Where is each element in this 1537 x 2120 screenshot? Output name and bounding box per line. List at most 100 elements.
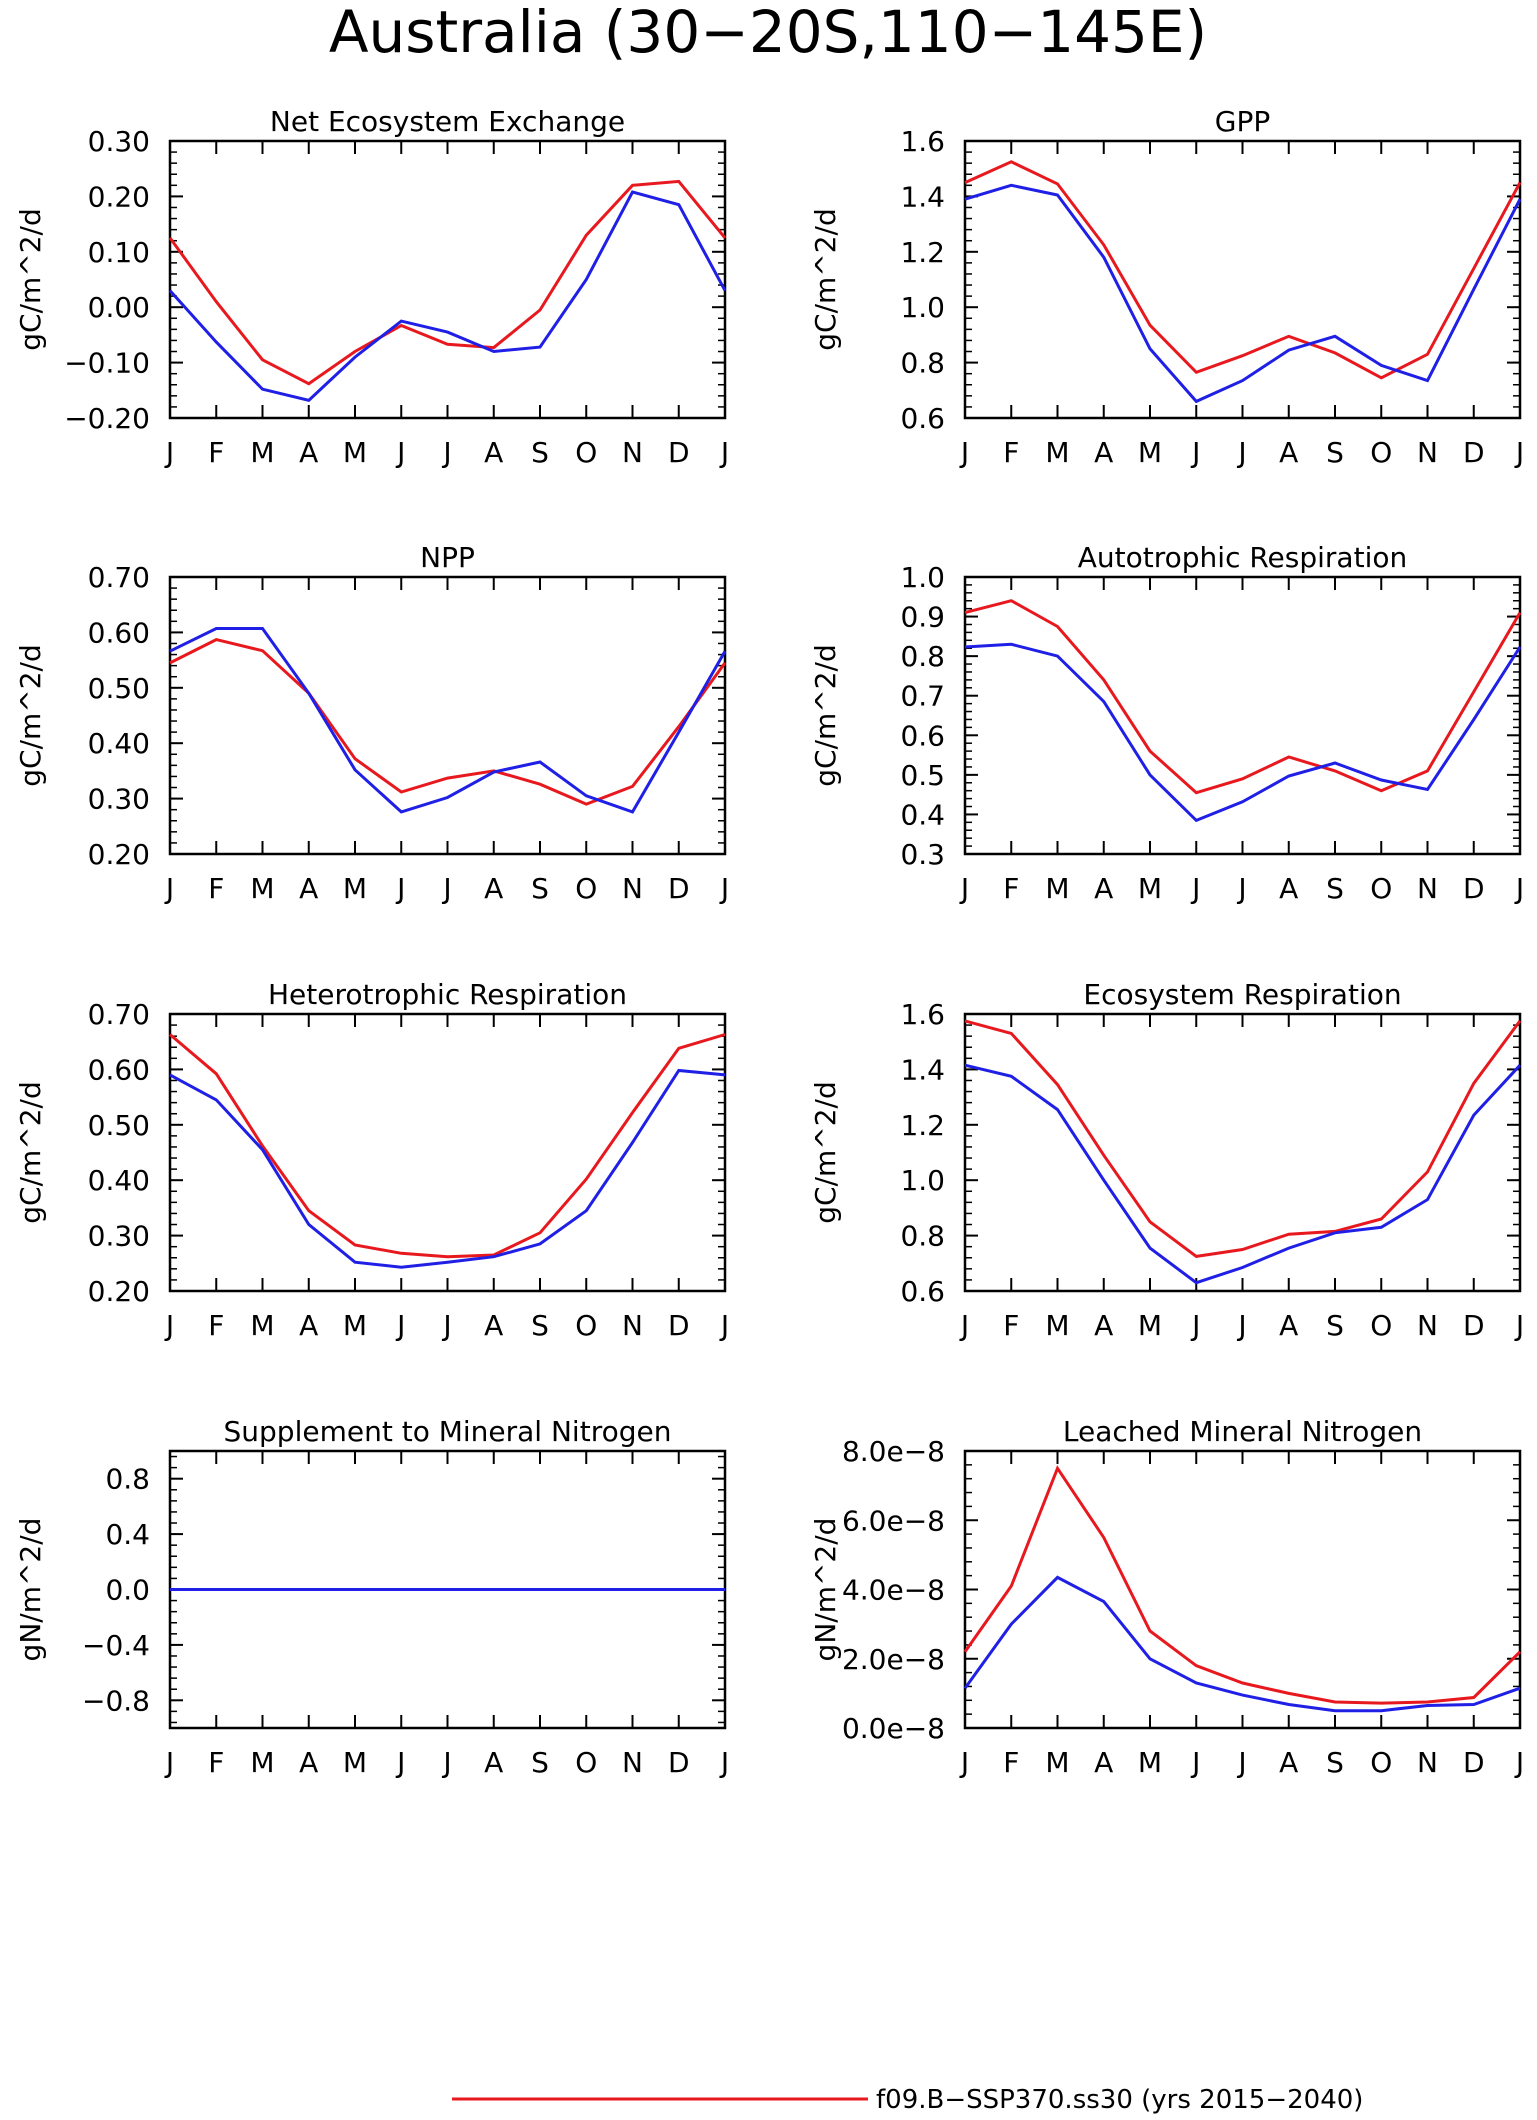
autotrophic-respiration-ylabel: gC/m^2/d: [809, 644, 842, 787]
autotrophic-respiration-xtick-label: D: [1463, 872, 1485, 905]
heterotrophic-respiration-ytick-label: 0.20: [88, 1275, 150, 1308]
heterotrophic-respiration-xtick-label: M: [250, 1309, 274, 1342]
heterotrophic-respiration-xtick-label: D: [668, 1309, 690, 1342]
ecosystem-respiration-ytick-label: 0.8: [900, 1220, 945, 1253]
autotrophic-respiration-xtick-label: S: [1326, 872, 1344, 905]
ecosystem-respiration-series-red: [964, 1019, 1522, 1258]
autotrophic-respiration-series-blue: [964, 642, 1522, 823]
heterotrophic-respiration-xtick-label: J: [395, 1309, 405, 1342]
autotrophic-respiration-ytick-label: 0.7: [900, 680, 945, 713]
gpp-series-red: [964, 160, 1522, 380]
gpp-ylabel: gC/m^2/d: [809, 208, 842, 351]
heterotrophic-respiration-ytick-label: 0.50: [88, 1109, 150, 1142]
leached-mineral-nitrogen-xtick-label: M: [1138, 1746, 1162, 1779]
autotrophic-respiration-title: Autotrophic Respiration: [1078, 541, 1407, 574]
heterotrophic-respiration-xtick-label: F: [208, 1309, 224, 1342]
supplement-to-mineral-nitrogen-xtick-label: J: [395, 1746, 405, 1779]
ecosystem-respiration-xtick-label: M: [1045, 1309, 1069, 1342]
net-ecosystem-exchange-xtick-label: M: [250, 436, 274, 469]
leached-mineral-nitrogen-xtick-label: S: [1326, 1746, 1344, 1779]
heterotrophic-respiration-series-red: [169, 1033, 726, 1259]
ecosystem-respiration-xtick-label: J: [1514, 1309, 1524, 1342]
ecosystem-respiration-series-blue: [964, 1063, 1522, 1285]
ecosystem-respiration-ytick-label: 1.2: [900, 1109, 945, 1142]
gpp-xtick-label: F: [1003, 436, 1019, 469]
supplement-to-mineral-nitrogen-ytick-label: 0.4: [105, 1518, 150, 1551]
gpp-ytick-label: 0.8: [900, 347, 945, 380]
gpp-xtick-label: J: [1236, 436, 1246, 469]
autotrophic-respiration-ytick-label: 0.6: [900, 719, 945, 752]
autotrophic-respiration-xtick-label: F: [1003, 872, 1019, 905]
npp-xtick-label: A: [484, 872, 503, 905]
leached-mineral-nitrogen-ytick-label: 6.0e−8: [842, 1504, 945, 1537]
supplement-to-mineral-nitrogen-ytick-label: 0.0: [105, 1574, 150, 1607]
leached-mineral-nitrogen-ylabel: gN/m^2/d: [809, 1518, 842, 1662]
gpp-xtick-label: M: [1045, 436, 1069, 469]
autotrophic-respiration-xtick-label: J: [1236, 872, 1246, 905]
ecosystem-respiration-xtick-label: A: [1094, 1309, 1113, 1342]
npp-ytick-label: 0.40: [88, 727, 150, 760]
npp-xtick-label: J: [164, 872, 174, 905]
gpp-ytick-label: 1.4: [900, 180, 945, 213]
ecosystem-respiration-xtick-label: J: [959, 1309, 969, 1342]
net-ecosystem-exchange-ytick-label: 0.20: [88, 180, 150, 213]
heterotrophic-respiration-ytick-label: 0.70: [88, 998, 150, 1031]
net-ecosystem-exchange-xtick-label: N: [622, 436, 643, 469]
ecosystem-respiration-title: Ecosystem Respiration: [1083, 978, 1401, 1011]
gpp-xtick-label: J: [959, 436, 969, 469]
supplement-to-mineral-nitrogen-ytick-label: −0.4: [82, 1629, 150, 1662]
gpp-xtick-label: M: [1138, 436, 1162, 469]
autotrophic-respiration-ytick-label: 0.5: [900, 759, 945, 792]
net-ecosystem-exchange-xtick-label: J: [719, 436, 729, 469]
supplement-to-mineral-nitrogen-ytick-label: −0.8: [82, 1684, 150, 1717]
supplement-to-mineral-nitrogen-ytick-label: 0.8: [105, 1463, 150, 1496]
heterotrophic-respiration-xtick-label: S: [531, 1309, 549, 1342]
gpp-ytick-label: 0.6: [900, 402, 945, 435]
leached-mineral-nitrogen-ytick-label: 0.0e−8: [842, 1712, 945, 1745]
net-ecosystem-exchange-ytick-label: 0.00: [88, 291, 150, 324]
autotrophic-respiration-xtick-label: M: [1045, 872, 1069, 905]
npp-ytick-label: 0.70: [88, 561, 150, 594]
npp-xtick-label: N: [622, 872, 643, 905]
net-ecosystem-exchange-xtick-label: J: [164, 436, 174, 469]
gpp-xtick-label: A: [1279, 436, 1298, 469]
gpp-xtick-label: S: [1326, 436, 1344, 469]
ecosystem-respiration-xtick-label: J: [1236, 1309, 1246, 1342]
npp-ytick-label: 0.50: [88, 672, 150, 705]
autotrophic-respiration-xtick-label: J: [959, 872, 969, 905]
supplement-to-mineral-nitrogen-xtick-label: J: [719, 1746, 729, 1779]
npp-xtick-label: O: [575, 872, 597, 905]
heterotrophic-respiration-title: Heterotrophic Respiration: [268, 978, 627, 1011]
net-ecosystem-exchange-panel: Net Ecosystem Exchange gC/m^2/d −0.20 −0.10…: [14, 105, 729, 469]
heterotrophic-respiration-xtick-label: J: [719, 1309, 729, 1342]
npp-xtick-label: S: [531, 872, 549, 905]
autotrophic-respiration-ytick-label: 1.0: [900, 561, 945, 594]
autotrophic-respiration-xtick-label: J: [1514, 872, 1524, 905]
net-ecosystem-exchange-xtick-label: J: [395, 436, 405, 469]
heterotrophic-respiration-xtick-label: N: [622, 1309, 643, 1342]
legend-red-label: f09.B−SSP370.ss30 (yrs 2015−2040): [876, 2085, 1363, 2115]
leached-mineral-nitrogen-title: Leached Mineral Nitrogen: [1063, 1415, 1422, 1448]
gpp-ytick-label: 1.6: [900, 125, 945, 158]
npp-title: NPP: [420, 541, 475, 574]
npp-series-red: [169, 638, 727, 806]
supplement-to-mineral-nitrogen-xtick-label: A: [299, 1746, 318, 1779]
leached-mineral-nitrogen-ytick-label: 4.0e−8: [842, 1574, 945, 1607]
npp-ytick-label: 0.20: [88, 838, 150, 871]
figure-title: Australia (30−20S,110−145E): [329, 0, 1207, 66]
supplement-to-mineral-nitrogen-xtick-label: M: [250, 1746, 274, 1779]
autotrophic-respiration-xtick-label: J: [1190, 872, 1200, 905]
npp-series-blue: [169, 627, 727, 814]
autotrophic-respiration-xtick-label: O: [1370, 872, 1392, 905]
supplement-to-mineral-nitrogen-xtick-label: A: [484, 1746, 503, 1779]
autotrophic-respiration-ytick-label: 0.8: [900, 640, 945, 673]
heterotrophic-respiration-series-blue: [169, 1068, 726, 1269]
supplement-to-mineral-nitrogen-xtick-label: F: [208, 1746, 224, 1779]
heterotrophic-respiration-xtick-label: J: [164, 1309, 174, 1342]
autotrophic-respiration-series-red: [964, 599, 1522, 795]
ecosystem-respiration-xtick-label: F: [1003, 1309, 1019, 1342]
autotrophic-respiration-xtick-label: A: [1279, 872, 1298, 905]
gpp-title: GPP: [1215, 105, 1270, 138]
supplement-to-mineral-nitrogen-xtick-label: O: [575, 1746, 597, 1779]
